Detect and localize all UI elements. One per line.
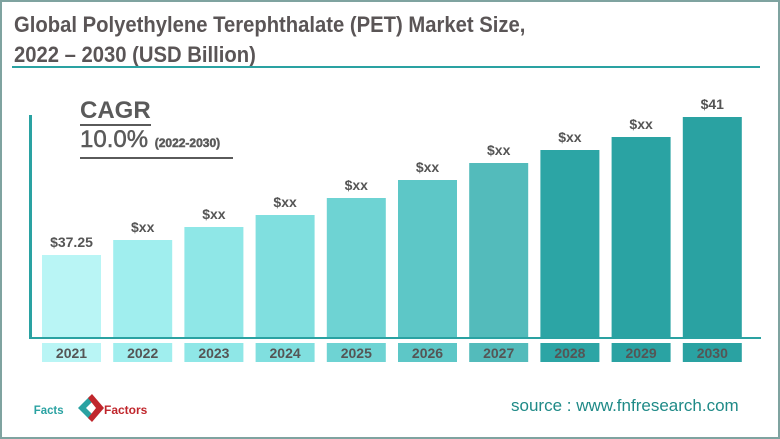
year-box-2021 bbox=[42, 343, 101, 362]
year-box-2025 bbox=[326, 343, 386, 362]
cagr-label: CAGR bbox=[80, 97, 151, 126]
year-box-2024 bbox=[255, 343, 315, 362]
x-axis-line bbox=[29, 337, 761, 339]
x-tick-2028: 2028 bbox=[554, 345, 585, 361]
bar-2025 bbox=[326, 198, 386, 337]
facts-factors-logo: Facts Factors bbox=[30, 388, 160, 433]
data-label-2027: $xx bbox=[487, 142, 511, 158]
bar-2030 bbox=[682, 117, 742, 337]
bar-2028 bbox=[540, 150, 600, 337]
data-label-2030: $41 bbox=[701, 96, 725, 112]
cagr-value-line: 10.0% (2022-2030) bbox=[80, 126, 233, 159]
bar-2027 bbox=[469, 163, 529, 337]
data-label-2029: $xx bbox=[629, 116, 653, 132]
year-box-2030 bbox=[682, 343, 742, 362]
bar-2022 bbox=[113, 240, 173, 337]
source-text: source : www.fnfresearch.com bbox=[511, 396, 739, 415]
cagr-value: 10.0% bbox=[80, 126, 149, 154]
data-label-2026: $xx bbox=[416, 159, 440, 175]
year-box-2026 bbox=[398, 343, 457, 362]
data-label-2028: $xx bbox=[558, 129, 582, 145]
cagr-box: CAGR 10.0% (2022-2030) bbox=[80, 98, 233, 159]
title-line-1: Global Polyethylene Terephthalate (PET) … bbox=[14, 12, 526, 37]
data-label-2022: $xx bbox=[131, 219, 155, 235]
chart-title: Global Polyethylene Terephthalate (PET) … bbox=[14, 10, 525, 70]
bar-2024 bbox=[255, 215, 315, 337]
x-tick-2023: 2023 bbox=[198, 345, 229, 361]
data-label-2024: $xx bbox=[273, 194, 297, 210]
bar-2029 bbox=[611, 137, 671, 337]
x-tick-2029: 2029 bbox=[626, 345, 657, 361]
bar-2021 bbox=[42, 255, 101, 337]
bar-2023 bbox=[184, 227, 244, 337]
data-label-2025: $xx bbox=[345, 177, 369, 193]
x-tick-2024: 2024 bbox=[270, 345, 301, 361]
svg-text:Facts: Facts bbox=[34, 404, 64, 417]
x-tick-2026: 2026 bbox=[412, 345, 443, 361]
x-tick-2021: 2021 bbox=[56, 345, 87, 361]
cagr-period: (2022-2030) bbox=[154, 136, 221, 151]
title-divider bbox=[12, 66, 760, 68]
data-label-2023: $xx bbox=[202, 206, 226, 222]
year-box-2022 bbox=[113, 343, 173, 362]
x-tick-2022: 2022 bbox=[127, 345, 158, 361]
x-tick-2027: 2027 bbox=[483, 345, 514, 361]
x-tick-2025: 2025 bbox=[341, 345, 372, 361]
title-line-2: 2022 – 2030 (USD Billion) bbox=[14, 42, 256, 67]
year-box-2028 bbox=[540, 343, 600, 362]
y-axis-line bbox=[29, 115, 32, 339]
bar-2026 bbox=[398, 180, 457, 337]
x-tick-2030: 2030 bbox=[697, 345, 728, 361]
data-label-2021: $37.25 bbox=[50, 234, 93, 250]
year-box-2027 bbox=[469, 343, 529, 362]
year-box-2029 bbox=[611, 343, 671, 362]
year-box-2023 bbox=[184, 343, 244, 362]
svg-text:Factors: Factors bbox=[104, 403, 148, 417]
